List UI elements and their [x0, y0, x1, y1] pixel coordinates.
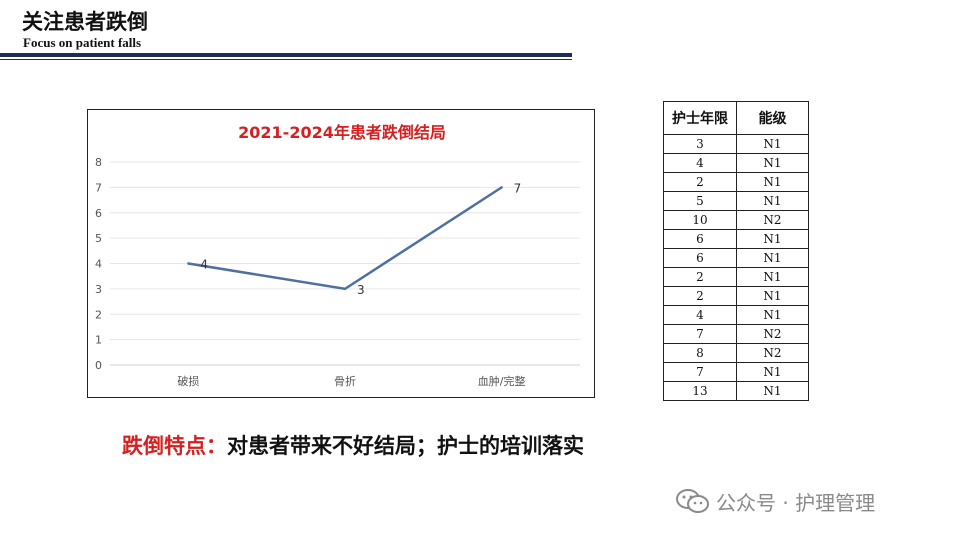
table-row: 4 N1	[663, 305, 809, 325]
cell-level: N1	[736, 381, 809, 401]
cell-years: 13	[663, 381, 737, 401]
cell-level: N1	[736, 248, 809, 268]
data-label: 4	[200, 258, 208, 272]
watermark-text: 公众号 · 护理管理	[716, 490, 876, 515]
conclusion-label: 跌倒特点：	[122, 434, 227, 458]
column-header-level: 能级	[736, 101, 809, 135]
cell-years: 2	[663, 267, 737, 287]
cell-level: N1	[736, 286, 809, 306]
y-tick-label: 8	[95, 156, 102, 169]
cell-years: 7	[663, 324, 737, 344]
cell-level: N1	[736, 229, 809, 249]
data-labels: 4 3 7	[200, 181, 521, 297]
cell-level: N1	[736, 191, 809, 211]
nurse-table: 护士年限 能级 3 N1 4 N1 2 N1 5 N1 10 N2 6 N1 6 N1 2 N1 2 N1 4 N1 7…	[663, 101, 809, 401]
cell-level: N1	[736, 153, 809, 173]
page-title: 关注患者跌倒	[22, 10, 148, 34]
cell-years: 4	[663, 305, 737, 325]
chart-canvas: 2021-2024年患者跌倒结局 0 1 2 3 4 5 6 7 8 破损 骨折 血肿/完整 4 3 7	[95, 123, 580, 388]
cell-years: 10	[663, 210, 737, 230]
column-header-years: 护士年限	[663, 101, 737, 135]
y-tick-label: 6	[95, 207, 102, 220]
cell-level: N1	[736, 305, 809, 325]
cell-level: N1	[736, 362, 809, 382]
data-label: 3	[357, 283, 365, 297]
cell-level: N1	[736, 172, 809, 192]
table-row: 5 N1	[663, 191, 809, 211]
wechat-icon	[676, 489, 709, 513]
table-row: 13 N1	[663, 381, 809, 401]
table-row: 3 N1	[663, 134, 809, 154]
cell-years: 6	[663, 229, 737, 249]
watermark: 公众号 · 护理管理	[676, 488, 876, 515]
chart-series	[187, 186, 503, 291]
y-tick-label: 2	[95, 308, 102, 321]
line-chart: 2021-2024年患者跌倒结局 0 1 2 3 4 5 6 7 8 破损 骨折 血肿/完整 4 3 7	[87, 109, 595, 398]
cell-years: 7	[663, 362, 737, 382]
cell-years: 6	[663, 248, 737, 268]
y-tick-label: 4	[95, 258, 102, 271]
x-category-label: 破损	[177, 374, 199, 388]
y-tick-label: 5	[95, 232, 102, 245]
data-label: 7	[514, 181, 522, 195]
y-tick-label: 0	[95, 359, 102, 372]
cell-level: N2	[736, 210, 809, 230]
header-divider	[0, 53, 572, 57]
cell-level: N1	[736, 134, 809, 154]
cell-years: 8	[663, 343, 737, 363]
cell-years: 4	[663, 153, 737, 173]
y-tick-label: 7	[95, 181, 102, 194]
cell-years: 2	[663, 172, 737, 192]
data-point	[500, 186, 503, 189]
chart-gridlines	[110, 161, 580, 366]
y-tick-label: 1	[95, 334, 102, 347]
conclusion-text: 对患者带来不好结局；护士的培训落实	[227, 434, 584, 458]
data-point	[187, 262, 190, 265]
table-row: 7 N2	[663, 324, 809, 344]
table-row: 2 N1	[663, 172, 809, 192]
table-row: 10 N2	[663, 210, 809, 230]
cell-level: N2	[736, 324, 809, 344]
table-row: 8 N2	[663, 343, 809, 363]
table-header-row: 护士年限 能级	[663, 101, 809, 135]
x-category-label: 骨折	[334, 374, 356, 388]
table-row: 7 N1	[663, 362, 809, 382]
chart-title: 2021-2024年患者跌倒结局	[238, 123, 446, 142]
table-row: 2 N1	[663, 267, 809, 287]
data-point	[343, 287, 347, 291]
table-body: 3 N1 4 N1 2 N1 5 N1 10 N2 6 N1 6 N1 2 N1 2 N1 4 N1 7 N2 8 N2 7 N1…	[663, 134, 809, 401]
y-axis-ticks: 0 1 2 3 4 5 6 7 8	[95, 156, 102, 372]
conclusion-line: 跌倒特点：对患者带来不好结局；护士的培训落实	[122, 430, 584, 460]
cell-level: N2	[736, 343, 809, 363]
table-row: 6 N1	[663, 248, 809, 268]
y-tick-label: 3	[95, 283, 102, 296]
table-row: 6 N1	[663, 229, 809, 249]
x-category-label: 血肿/完整	[478, 374, 526, 388]
cell-years: 3	[663, 134, 737, 154]
header-divider-thin	[0, 59, 572, 60]
table-row: 2 N1	[663, 286, 809, 306]
cell-level: N1	[736, 267, 809, 287]
cell-years: 5	[663, 191, 737, 211]
x-axis-categories: 破损 骨折 血肿/完整	[177, 374, 525, 388]
table-row: 4 N1	[663, 153, 809, 173]
page-subtitle: Focus on patient falls	[23, 35, 142, 50]
cell-years: 2	[663, 286, 737, 306]
